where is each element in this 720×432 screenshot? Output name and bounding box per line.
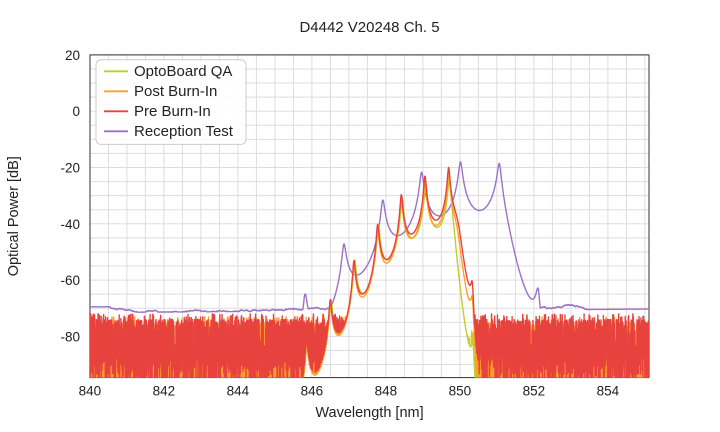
- svg-text:840: 840: [79, 384, 102, 399]
- svg-text:OptoBoard QA: OptoBoard QA: [134, 63, 232, 80]
- svg-text:-80: -80: [60, 329, 80, 344]
- svg-text:Reception Test: Reception Test: [134, 123, 234, 140]
- svg-text:-40: -40: [60, 217, 80, 232]
- svg-text:844: 844: [227, 384, 250, 399]
- svg-text:-60: -60: [60, 273, 80, 288]
- svg-text:850: 850: [449, 384, 472, 399]
- svg-text:D4442 V20248 Ch. 5: D4442 V20248 Ch. 5: [299, 19, 439, 36]
- svg-text:20: 20: [65, 48, 80, 63]
- svg-text:Pre Burn-In: Pre Burn-In: [134, 103, 211, 120]
- svg-text:Optical Power [dB]: Optical Power [dB]: [6, 156, 22, 276]
- svg-text:Post Burn-In: Post Burn-In: [134, 83, 217, 100]
- svg-text:Wavelength [nm]: Wavelength [nm]: [315, 405, 423, 421]
- svg-text:852: 852: [523, 384, 546, 399]
- svg-text:854: 854: [597, 384, 620, 399]
- svg-text:846: 846: [301, 384, 324, 399]
- svg-text:0: 0: [72, 104, 80, 119]
- svg-text:848: 848: [375, 384, 398, 399]
- svg-text:-20: -20: [60, 161, 80, 176]
- svg-text:842: 842: [153, 384, 176, 399]
